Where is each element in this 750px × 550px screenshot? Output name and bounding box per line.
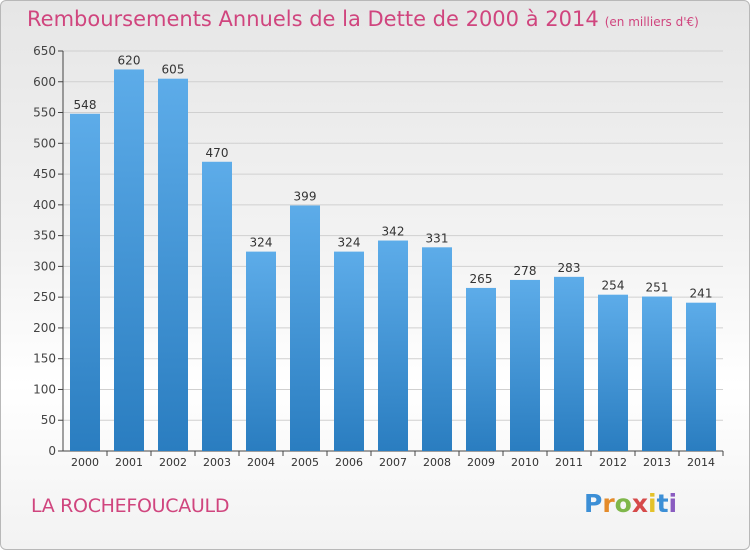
y-tick-label: 50	[41, 413, 56, 427]
value-label: 548	[74, 98, 97, 112]
value-label: 241	[690, 287, 713, 301]
logo-letter: P	[584, 489, 603, 518]
logo-letter: i	[668, 489, 678, 518]
x-tick-label: 2001	[115, 456, 143, 469]
bar-2002	[158, 78, 188, 451]
value-label: 331	[426, 231, 449, 245]
bar-2011	[554, 276, 584, 451]
value-label: 278	[514, 264, 537, 278]
title-text: Remboursements Annuels de la Dette de 20…	[27, 7, 599, 31]
x-tick-label: 2013	[643, 456, 671, 469]
value-label: 605	[162, 63, 185, 77]
bars	[70, 69, 716, 452]
logo-letter: o	[614, 489, 632, 518]
value-label: 283	[558, 261, 581, 275]
x-tick-label: 2003	[203, 456, 231, 469]
bar-2000	[70, 113, 100, 452]
x-tick-label: 2000	[71, 456, 99, 469]
logo-letter: x	[631, 489, 648, 518]
axes: 0 50 100 150 200 250 300 350 400 450 500 550 600 650 2…	[33, 44, 724, 469]
value-label: 324	[338, 236, 361, 250]
title-unit: (en milliers d'€)	[604, 15, 699, 29]
value-label: 620	[118, 53, 141, 67]
bar-2003	[202, 161, 232, 451]
y-tick-label: 550	[33, 106, 56, 120]
bar-2013	[642, 296, 672, 451]
bar-2008	[422, 247, 452, 451]
y-tick-label: 350	[33, 229, 56, 243]
y-tick-label: 400	[33, 198, 56, 212]
x-tick-label: 2006	[335, 456, 363, 469]
bar-2009	[466, 287, 496, 451]
value-label: 342	[382, 225, 405, 239]
x-tick-label: 2005	[291, 456, 319, 469]
value-label: 399	[294, 189, 317, 203]
y-tick-label: 300	[33, 259, 56, 273]
x-tick-label: 2007	[379, 456, 407, 469]
value-label: 251	[646, 281, 669, 295]
x-tick-label: 2004	[247, 456, 275, 469]
x-tick-label: 2002	[159, 456, 187, 469]
y-tick-label: 500	[33, 136, 56, 150]
x-tick-label: 2010	[511, 456, 539, 469]
y-tick-label: 100	[33, 382, 56, 396]
x-tick-label: 2012	[599, 456, 627, 469]
y-tick-label: 450	[33, 167, 56, 181]
x-tick-label: 2011	[555, 456, 583, 469]
bar-2001	[114, 69, 144, 451]
value-label: 254	[602, 279, 625, 293]
y-tick-label: 200	[33, 321, 56, 335]
bar-2007	[378, 240, 408, 451]
y-tick-label: 0	[48, 444, 56, 458]
x-tick-label: 2009	[467, 456, 495, 469]
logo-letter: t	[656, 489, 669, 518]
bar-2004	[246, 251, 276, 451]
bar-2012	[598, 294, 628, 451]
bar-2006	[334, 251, 364, 451]
y-tick-label: 600	[33, 75, 56, 89]
chart-title: Remboursements Annuels de la Dette de 20…	[27, 7, 699, 31]
value-label: 324	[250, 236, 273, 250]
data-labels: 548 620 605 470 324 399 324 342 331 265 278 283 254 2…	[74, 53, 713, 300]
x-tick-label: 2014	[687, 456, 715, 469]
y-tick-label: 250	[33, 290, 56, 304]
proxiti-logo: Proxiti	[584, 489, 677, 518]
x-tick-label: 2008	[423, 456, 451, 469]
bar-2005	[290, 205, 320, 451]
value-label: 265	[470, 272, 493, 286]
logo-letter: r	[602, 489, 615, 518]
y-tick-label: 650	[33, 44, 56, 58]
logo-letter: i	[648, 489, 657, 518]
bar-2014	[686, 302, 716, 451]
commune-name: LA ROCHEFOUCAULD	[31, 495, 230, 517]
value-label: 470	[206, 146, 229, 160]
y-tick-label: 150	[33, 352, 56, 366]
bar-2010	[510, 279, 540, 451]
